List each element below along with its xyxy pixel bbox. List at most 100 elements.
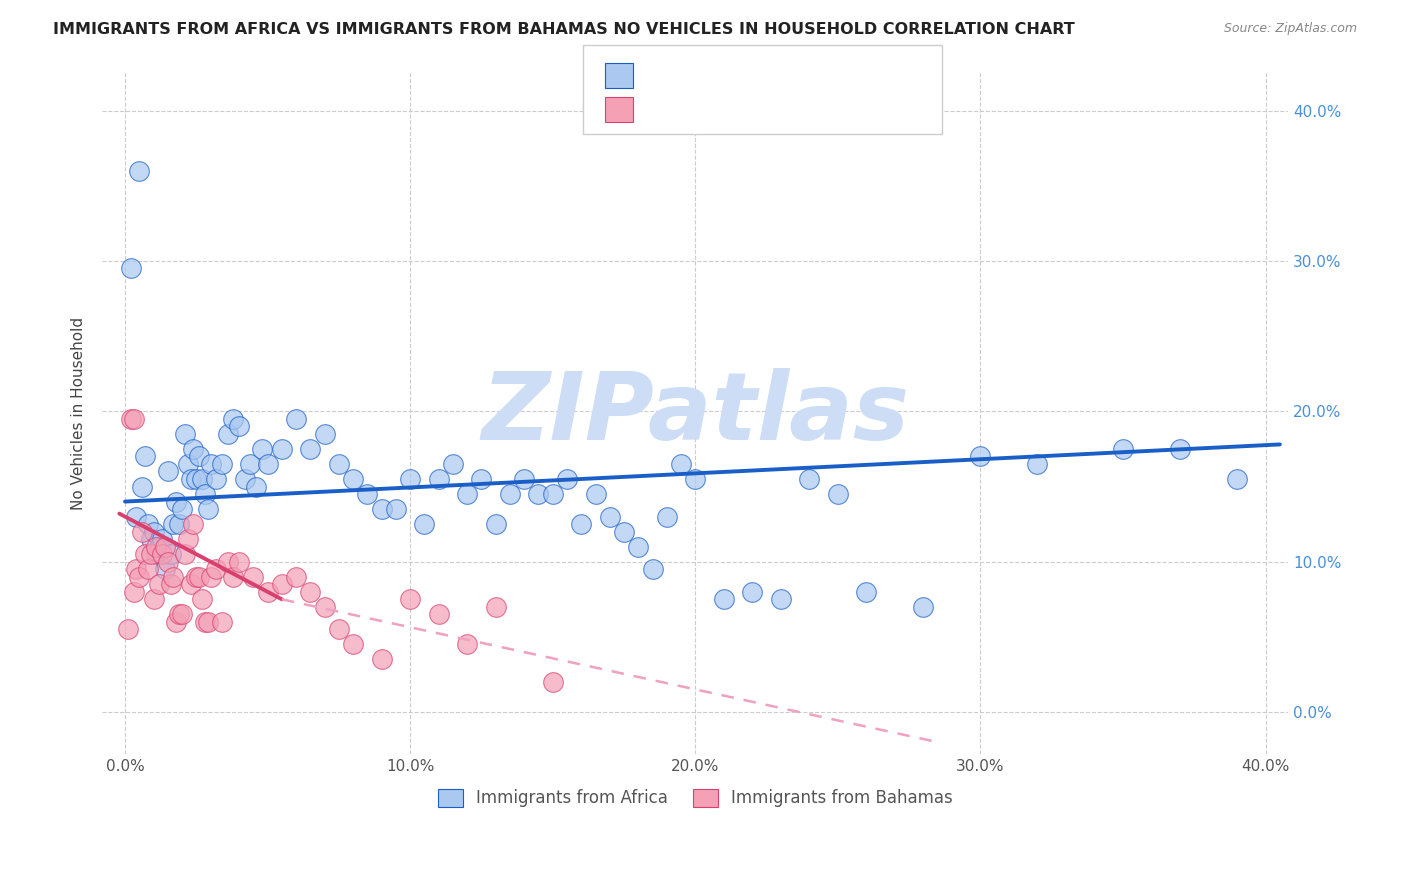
Point [194, 615, 217, 629]
Point [153, 540, 176, 554]
Point [177, 457, 200, 471]
Point [186, 472, 208, 486]
Point [256, 457, 278, 471]
Point [142, 524, 165, 539]
Text: 0.110: 0.110 [685, 67, 735, 85]
Text: ZIPatlas: ZIPatlas [481, 368, 910, 459]
Point [205, 562, 228, 576]
Point [314, 426, 336, 441]
Point [328, 623, 350, 637]
Text: 50: 50 [794, 101, 820, 119]
Point [713, 592, 735, 607]
Point [174, 547, 197, 561]
Point [527, 487, 550, 501]
Point [233, 472, 256, 486]
Point [245, 479, 267, 493]
Point [242, 570, 264, 584]
Point [228, 419, 250, 434]
Point [342, 637, 364, 651]
Point [194, 487, 217, 501]
Point [217, 555, 239, 569]
Point [165, 615, 187, 629]
Point [370, 502, 392, 516]
Point [1168, 442, 1191, 456]
Point [427, 607, 450, 622]
Point [599, 509, 621, 524]
Point [150, 532, 173, 546]
Point [456, 487, 478, 501]
Point [197, 502, 219, 516]
Point [470, 472, 492, 486]
Point [120, 412, 142, 426]
Point [413, 517, 436, 532]
Point [156, 555, 179, 569]
Point [827, 487, 849, 501]
Point [188, 450, 211, 464]
Point [200, 570, 222, 584]
Point [211, 615, 233, 629]
Text: 80: 80 [794, 67, 820, 85]
Point [669, 457, 692, 471]
Point [270, 442, 292, 456]
Point [136, 562, 159, 576]
Point [256, 584, 278, 599]
Point [148, 577, 170, 591]
Point [399, 592, 422, 607]
Point [156, 465, 179, 479]
Point [167, 607, 190, 622]
Point [342, 472, 364, 486]
Legend: Immigrants from Africa, Immigrants from Bahamas: Immigrants from Africa, Immigrants from … [432, 782, 960, 814]
Point [969, 450, 991, 464]
Point [136, 517, 159, 532]
Point [183, 517, 205, 532]
Point [499, 487, 522, 501]
Point [685, 472, 707, 486]
Point [356, 487, 378, 501]
Point [188, 570, 211, 584]
Point [177, 532, 200, 546]
Text: -0.311: -0.311 [679, 101, 737, 119]
Point [328, 457, 350, 471]
Point [122, 412, 145, 426]
Point [142, 592, 165, 607]
Point [613, 524, 636, 539]
Text: Source: ZipAtlas.com: Source: ZipAtlas.com [1223, 22, 1357, 36]
Point [585, 487, 607, 501]
Point [139, 532, 162, 546]
Point [145, 540, 167, 554]
Point [541, 487, 564, 501]
Point [1026, 457, 1049, 471]
Point [170, 607, 193, 622]
Point [139, 547, 162, 561]
Point [191, 592, 214, 607]
Point [641, 562, 664, 576]
Point [314, 599, 336, 614]
Text: N =: N = [738, 67, 790, 85]
Point [170, 502, 193, 516]
Text: R =: R = [641, 67, 681, 85]
Point [180, 472, 202, 486]
Point [299, 584, 322, 599]
Point [159, 547, 181, 561]
Point [167, 517, 190, 532]
Point [197, 615, 219, 629]
Point [912, 599, 935, 614]
Point [180, 577, 202, 591]
Point [441, 457, 464, 471]
Point [228, 555, 250, 569]
Point [769, 592, 792, 607]
Point [128, 163, 150, 178]
Point [555, 472, 578, 486]
Point [741, 584, 763, 599]
Point [162, 570, 184, 584]
Text: N =: N = [738, 101, 790, 119]
Point [399, 472, 422, 486]
Point [153, 562, 176, 576]
Point [217, 426, 239, 441]
Point [456, 637, 478, 651]
Point [174, 426, 197, 441]
Point [285, 412, 308, 426]
Point [569, 517, 592, 532]
Point [1112, 442, 1135, 456]
Point [427, 472, 450, 486]
